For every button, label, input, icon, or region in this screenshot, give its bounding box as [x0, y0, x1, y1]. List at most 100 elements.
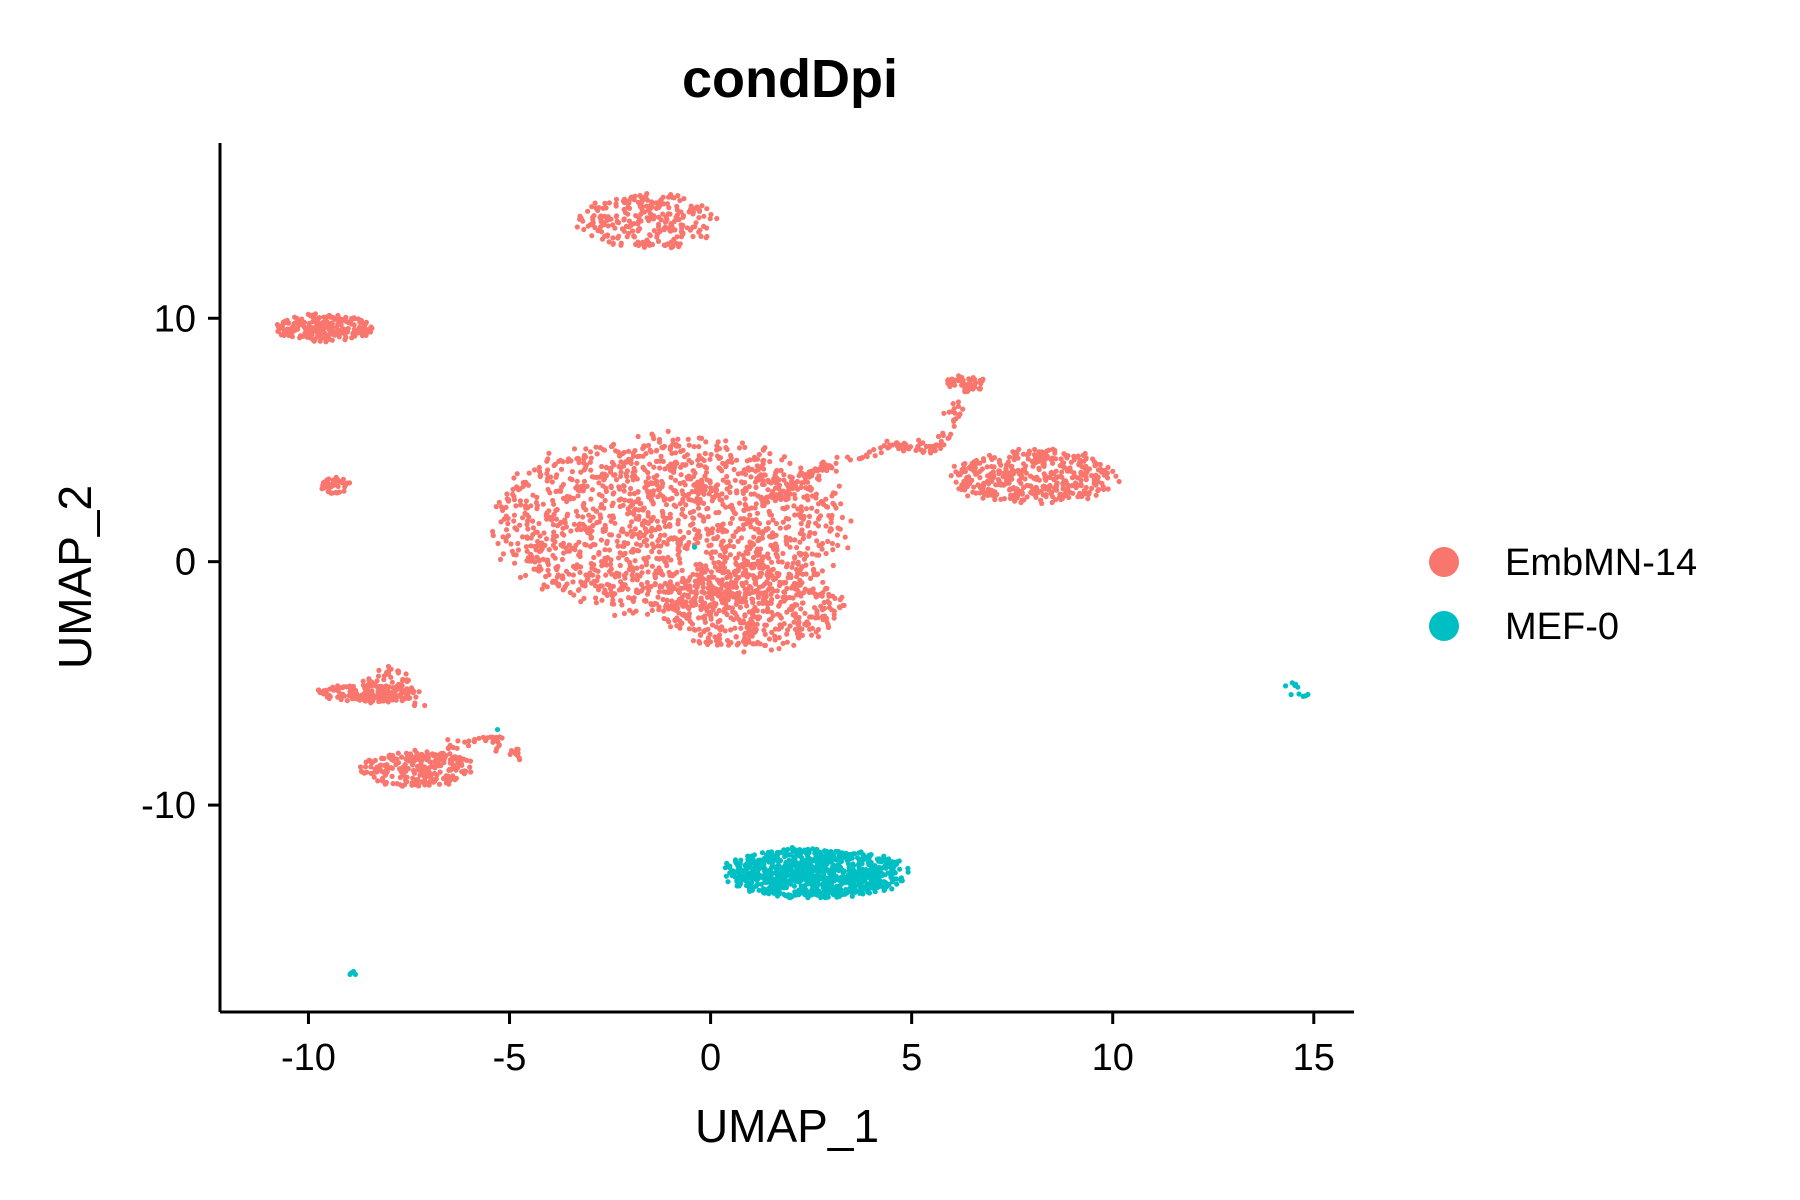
point-embmn-14	[552, 555, 558, 561]
point-mef-0	[1292, 682, 1298, 689]
point-embmn-14	[621, 488, 627, 494]
point-embmn-14	[614, 538, 620, 544]
point-embmn-14	[706, 574, 712, 580]
y-tick-label: 0	[175, 542, 196, 584]
point-embmn-14	[636, 215, 642, 221]
point-embmn-14	[823, 462, 829, 468]
point-embmn-14	[736, 500, 743, 506]
point-embmn-14	[920, 440, 926, 446]
point-embmn-14	[578, 469, 584, 475]
point-embmn-14	[494, 738, 501, 745]
point-embmn-14	[724, 591, 730, 598]
point-embmn-14	[576, 587, 582, 593]
point-embmn-14	[833, 460, 839, 466]
point-embmn-14	[553, 516, 560, 522]
point-embmn-14	[514, 527, 520, 533]
point-embmn-14	[1062, 491, 1068, 497]
point-mef-0	[774, 855, 781, 861]
point-embmn-14	[630, 228, 636, 234]
point-embmn-14	[703, 469, 710, 476]
point-embmn-14	[503, 527, 510, 533]
point-embmn-14	[805, 621, 812, 627]
point-mef-0	[857, 867, 863, 874]
point-mef-0	[737, 860, 743, 867]
point-embmn-14	[1041, 471, 1047, 477]
point-mef-0	[851, 890, 857, 896]
point-embmn-14	[1042, 476, 1048, 482]
point-embmn-14	[823, 523, 829, 529]
point-embmn-14	[723, 494, 729, 500]
x-tick-label: 10	[1092, 1037, 1134, 1079]
point-embmn-14	[626, 230, 632, 236]
point-embmn-14	[948, 473, 954, 479]
point-embmn-14	[613, 477, 620, 483]
point-embmn-14	[809, 632, 815, 638]
point-embmn-14	[441, 759, 447, 766]
point-embmn-14	[731, 466, 737, 473]
point-embmn-14	[292, 314, 298, 320]
point-embmn-14	[756, 600, 762, 607]
point-embmn-14	[805, 545, 811, 551]
point-mef-0	[832, 868, 838, 874]
point-embmn-14	[753, 628, 759, 634]
point-embmn-14	[574, 527, 580, 533]
point-embmn-14	[660, 510, 666, 516]
point-embmn-14	[1059, 461, 1065, 467]
point-mef-0	[828, 858, 834, 864]
point-embmn-14	[641, 555, 647, 562]
point-embmn-14	[656, 203, 662, 209]
point-embmn-14	[316, 687, 322, 693]
point-embmn-14	[947, 383, 953, 390]
point-embmn-14	[657, 465, 663, 471]
point-embmn-14	[781, 477, 787, 483]
point-embmn-14	[738, 563, 744, 569]
point-embmn-14	[660, 555, 666, 561]
point-embmn-14	[685, 594, 691, 600]
point-mef-0	[788, 871, 794, 877]
point-embmn-14	[686, 614, 692, 620]
point-embmn-14	[738, 516, 744, 522]
point-embmn-14	[662, 466, 668, 472]
point-embmn-14	[520, 515, 526, 521]
point-embmn-14	[720, 460, 726, 466]
point-embmn-14	[517, 498, 524, 504]
point-embmn-14	[397, 774, 403, 781]
point-embmn-14	[374, 767, 380, 773]
point-embmn-14	[992, 494, 998, 500]
point-embmn-14	[745, 465, 751, 471]
y-axis-title: UMAP_2	[49, 485, 101, 669]
point-embmn-14	[634, 577, 640, 583]
point-embmn-14	[635, 433, 641, 440]
point-embmn-14	[362, 764, 369, 770]
point-embmn-14	[753, 484, 759, 490]
point-embmn-14	[756, 451, 762, 458]
point-embmn-14	[932, 447, 938, 453]
point-embmn-14	[606, 582, 613, 589]
point-mef-0	[724, 860, 730, 866]
point-embmn-14	[718, 641, 724, 647]
point-embmn-14	[604, 465, 610, 471]
point-embmn-14	[686, 584, 692, 590]
point-embmn-14	[953, 469, 959, 475]
point-embmn-14	[327, 325, 333, 331]
x-axis-title: UMAP_1	[695, 1100, 879, 1152]
point-embmn-14	[971, 377, 977, 383]
point-embmn-14	[510, 486, 516, 492]
point-embmn-14	[915, 445, 921, 451]
point-mef-0	[749, 887, 756, 893]
point-embmn-14	[1078, 477, 1084, 483]
point-mef-0	[834, 894, 840, 900]
point-embmn-14	[295, 318, 301, 324]
point-embmn-14	[1041, 463, 1047, 469]
point-embmn-14	[443, 753, 449, 759]
point-embmn-14	[746, 627, 752, 633]
point-embmn-14	[582, 583, 588, 589]
point-embmn-14	[402, 762, 408, 768]
point-embmn-14	[1033, 460, 1039, 466]
point-embmn-14	[1008, 475, 1014, 482]
point-mef-0	[807, 857, 813, 864]
point-embmn-14	[797, 570, 803, 576]
point-embmn-14	[965, 493, 971, 499]
point-embmn-14	[753, 468, 759, 474]
point-embmn-14	[1068, 459, 1074, 465]
